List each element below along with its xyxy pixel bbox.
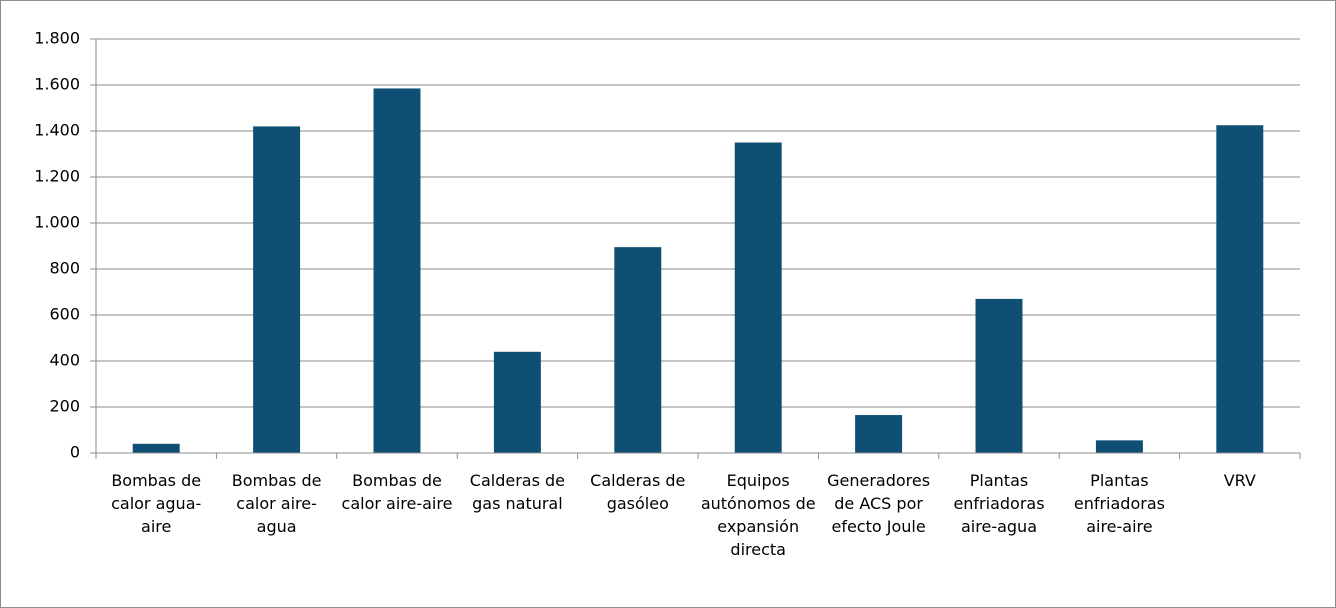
bar bbox=[855, 415, 903, 453]
x-tick-label: Calderas de gasóleo bbox=[590, 471, 685, 513]
y-tick-label: 1.200 bbox=[34, 167, 80, 186]
y-tick-label: 1.000 bbox=[34, 213, 80, 232]
bar bbox=[975, 298, 1023, 453]
x-tick-label: VRV bbox=[1224, 471, 1256, 490]
x-tick-label: Plantas enfriadoras aire-agua bbox=[953, 471, 1044, 536]
y-tick-label: 0 bbox=[70, 443, 80, 462]
x-tick-label: Plantas enfriadoras aire-aire bbox=[1074, 471, 1165, 536]
bar bbox=[132, 443, 180, 453]
x-tick-label: Equipos autónomos de expansión directa bbox=[701, 471, 816, 559]
y-tick-label: 800 bbox=[49, 259, 80, 278]
x-tick-label: Generadores de ACS por efecto Joule bbox=[827, 471, 930, 536]
bar bbox=[253, 126, 301, 454]
y-tick-label: 1.800 bbox=[34, 29, 80, 48]
x-tick-label: Bombas de calor aire-agua bbox=[232, 471, 322, 536]
bar bbox=[493, 351, 541, 453]
bar bbox=[1216, 125, 1264, 453]
y-tick-label: 1.400 bbox=[34, 121, 80, 140]
x-tick-label: Bombas de calor aire-aire bbox=[342, 471, 453, 513]
bar bbox=[373, 88, 421, 453]
y-tick-label: 400 bbox=[49, 351, 80, 370]
y-tick-label: 200 bbox=[49, 397, 80, 416]
x-tick-label: Bombas de calor agua-aire bbox=[111, 471, 201, 536]
bar bbox=[1095, 440, 1143, 453]
y-tick-label: 1.600 bbox=[34, 75, 80, 94]
y-tick-label: 600 bbox=[49, 305, 80, 324]
bar bbox=[734, 142, 782, 453]
bar bbox=[614, 247, 662, 453]
x-tick-label: Calderas de gas natural bbox=[470, 471, 565, 513]
